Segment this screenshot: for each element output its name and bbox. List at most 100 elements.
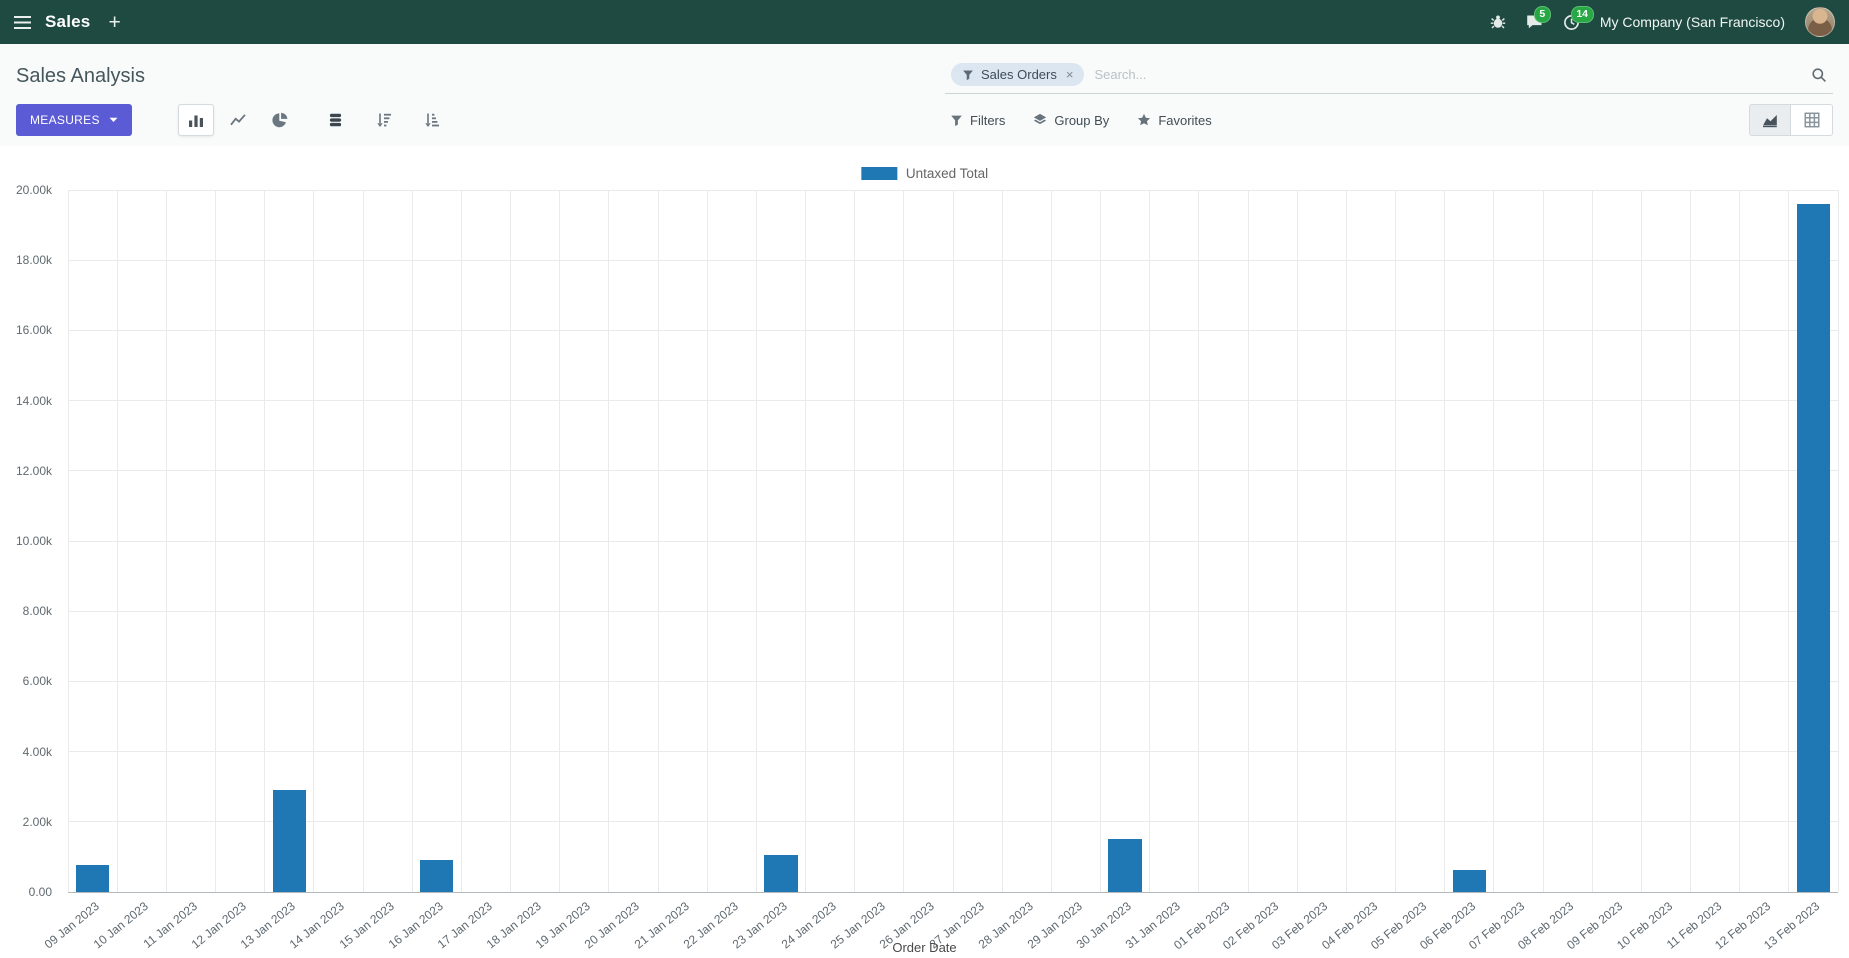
chart-option-group: [318, 104, 450, 136]
group-by-layers-icon: [1033, 113, 1047, 127]
filters-label: Filters: [970, 112, 1006, 128]
graph-view-button[interactable]: [1749, 104, 1791, 136]
v-gridline: [608, 190, 610, 892]
measures-button[interactable]: MEASURES: [16, 104, 132, 136]
view-switcher: [1749, 104, 1833, 136]
x-axis-title: Order Date: [892, 940, 957, 955]
y-tick-label: 6.00k: [22, 674, 52, 689]
bar-chart-button[interactable]: [177, 104, 214, 136]
new-tab-plus-icon[interactable]: +: [108, 10, 121, 34]
y-axis: 0.00 2.00k 4.00k 6.00k 8.00k 10.00k 12.00k 14.0…: [0, 183, 60, 899]
v-gridline: [1395, 190, 1396, 892]
v-gridline: [1247, 190, 1249, 892]
sort-descending-button[interactable]: [366, 104, 402, 136]
filters-button[interactable]: Filters: [950, 113, 1005, 128]
search-options-group: Filters Group By Favorites: [950, 113, 1212, 128]
chart-type-group: [177, 104, 298, 136]
plot-area: [67, 189, 1839, 893]
v-gridline: [67, 190, 69, 892]
group-by-button[interactable]: Group By: [1033, 113, 1109, 128]
apps-menu-icon[interactable]: [14, 15, 31, 30]
y-tick-label: 12.00k: [15, 463, 52, 478]
v-gridline: [1100, 190, 1101, 892]
y-tick-label: 2.00k: [22, 814, 52, 829]
v-gridline: [1149, 190, 1151, 892]
y-tick-label: 8.00k: [22, 604, 52, 619]
v-gridline: [952, 190, 954, 892]
v-gridline: [510, 190, 511, 892]
chart-bar[interactable]: [1108, 839, 1142, 892]
messages-icon[interactable]: 5: [1526, 6, 1551, 30]
group-by-label: Group By: [1054, 112, 1110, 128]
v-gridline: [1690, 190, 1691, 892]
v-gridline: [1345, 190, 1347, 892]
filters-funnel-icon: [950, 114, 963, 127]
v-gridline: [1788, 190, 1790, 892]
messages-badge: 5: [1533, 6, 1551, 24]
v-gridline: [755, 190, 757, 892]
y-tick-label: 4.00k: [22, 744, 52, 759]
app-name[interactable]: Sales: [45, 12, 91, 31]
v-gridline: [559, 190, 561, 892]
chart-bar[interactable]: [1452, 869, 1486, 892]
v-gridline: [165, 190, 167, 892]
chart-bar[interactable]: [272, 790, 306, 892]
v-gridline: [1591, 190, 1593, 892]
control-panel-buttons-row: MEASURES: [16, 94, 1833, 146]
stacked-toggle-button[interactable]: [318, 104, 354, 136]
search-facet-label: Sales Orders: [981, 67, 1057, 82]
v-gridline: [1640, 190, 1642, 892]
activities-clock-icon[interactable]: 14: [1563, 5, 1594, 31]
legend-label: Untaxed Total: [905, 166, 989, 181]
v-gridline: [1542, 190, 1544, 892]
chart-bar[interactable]: [764, 855, 798, 892]
control-panel: Sales Analysis Sales Orders × MEASURES: [0, 44, 1849, 146]
chart-bar[interactable]: [75, 864, 110, 892]
pie-chart-button[interactable]: [262, 104, 298, 136]
navbar-right: 5 14 My Company (San Francisco): [1490, 5, 1835, 37]
bug-icon[interactable]: [1490, 14, 1506, 30]
v-gridline: [116, 190, 118, 892]
v-gridline: [1198, 190, 1200, 892]
v-gridline: [313, 190, 315, 892]
v-gridline: [657, 190, 659, 892]
v-gridline: [854, 190, 856, 892]
favorites-label: Favorites: [1158, 112, 1212, 128]
activities-badge: 14: [1570, 5, 1594, 23]
user-avatar[interactable]: [1805, 7, 1835, 37]
chart-bar[interactable]: [420, 860, 454, 892]
control-panel-top-row: Sales Analysis Sales Orders ×: [16, 44, 1833, 94]
y-tick-label: 16.00k: [15, 323, 52, 338]
top-navbar: Sales + 5 14 My Company (San Francisco): [0, 0, 1849, 44]
navbar-left: Sales +: [14, 12, 125, 33]
line-chart-button[interactable]: [220, 104, 256, 136]
chart-bar[interactable]: [1796, 204, 1831, 892]
chart-region: Untaxed Total 0.00 2.00k 4.00k 6.00k 8.00k 10…: [0, 146, 1849, 958]
filter-funnel-icon: [962, 69, 974, 81]
v-gridline: [1050, 190, 1052, 892]
page-title: Sales Analysis: [16, 65, 145, 87]
y-tick-label: 0.00: [28, 885, 52, 899]
v-gridline: [1001, 190, 1003, 892]
company-switcher[interactable]: My Company (San Francisco): [1599, 14, 1785, 30]
caret-down-icon: [109, 117, 118, 123]
search-input[interactable]: [1094, 67, 1801, 82]
v-gridline: [411, 190, 413, 892]
favorites-button[interactable]: Favorites: [1137, 112, 1212, 128]
search-icon[interactable]: [1811, 67, 1827, 83]
legend-swatch: [860, 167, 897, 180]
search-facet-sales-orders[interactable]: Sales Orders ×: [951, 63, 1085, 86]
chart-legend[interactable]: Untaxed Total: [860, 166, 989, 181]
y-tick-label: 20.00k: [15, 183, 52, 197]
y-tick-label: 10.00k: [15, 534, 52, 548]
y-tick-label: 14.00k: [15, 393, 52, 408]
v-gridline: [1837, 190, 1839, 892]
v-gridline: [264, 190, 266, 892]
remove-facet-icon[interactable]: ×: [1065, 67, 1074, 82]
v-gridline: [1739, 190, 1741, 892]
v-gridline: [215, 190, 216, 892]
h-gridline: [68, 891, 1838, 893]
sort-ascending-button[interactable]: [414, 104, 450, 136]
pivot-view-button[interactable]: [1791, 104, 1833, 136]
search-bar[interactable]: Sales Orders ×: [945, 58, 1833, 94]
